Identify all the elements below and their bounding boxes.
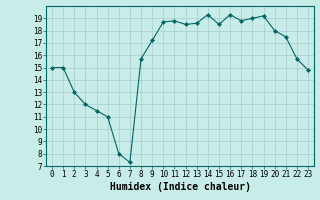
X-axis label: Humidex (Indice chaleur): Humidex (Indice chaleur) <box>109 182 251 192</box>
